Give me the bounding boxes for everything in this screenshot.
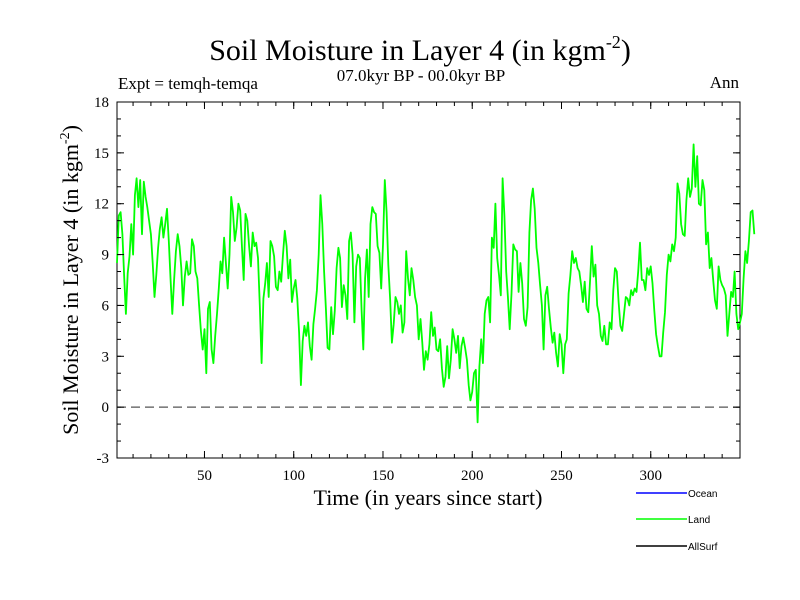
x-tick-label: 300 [639, 468, 662, 484]
y-tick-label: -3 [97, 451, 110, 467]
y-tick-label: 3 [102, 349, 110, 365]
y-axis-label: Soil Moisture in Layer 4 (in kgm-2) [58, 125, 83, 435]
x-axis-label: Time (in years since start) [314, 485, 543, 510]
legend-land-label: Land [688, 515, 710, 526]
x-tick-label: 50 [197, 468, 212, 484]
y-tick-label: 15 [94, 146, 109, 162]
legend-ocean-label: Ocean [688, 489, 717, 500]
y-tick-label: 18 [94, 95, 109, 111]
chart-title: Soil Moisture in Layer 4 (in kgm-2) [209, 32, 631, 67]
y-tick-label: 9 [102, 248, 110, 264]
experiment-label: Expt = temqh-temqa [118, 74, 258, 93]
x-tick-label: 150 [372, 468, 395, 484]
x-tick-label: 200 [461, 468, 484, 484]
legend-allsurf-label: AllSurf [688, 542, 718, 553]
plot-frame [116, 101, 741, 459]
season-label: Ann [710, 73, 740, 92]
chart-subtitle: 07.0kyr BP - 00.0kyr BP [337, 66, 505, 85]
legend: Ocean Land AllSurf [636, 489, 718, 553]
x-tick-label: 100 [282, 468, 305, 484]
x-tick-label: 250 [550, 468, 573, 484]
y-tick-label: 6 [102, 298, 110, 314]
series-line-land [116, 143, 756, 424]
y-tick-label: 0 [102, 400, 110, 416]
y-tick-label: 12 [94, 197, 109, 213]
